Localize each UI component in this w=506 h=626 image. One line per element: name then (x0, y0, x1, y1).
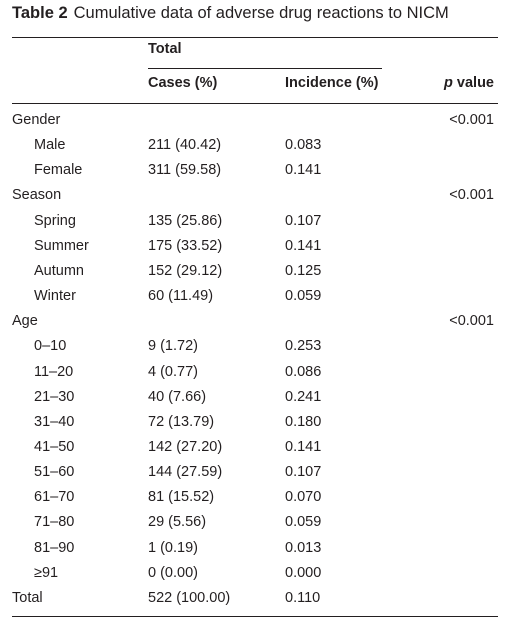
row-label: Winter (34, 288, 76, 305)
row-label: Female (34, 162, 83, 179)
row-label: 71–80 (34, 514, 75, 531)
row-incidence: 0.107 (285, 464, 322, 481)
row-label: Spring (34, 212, 76, 229)
header-incidence: Incidence (%) (285, 75, 379, 91)
row-p-value: <0.001 (449, 112, 494, 128)
row-cases: 0 (0.00) (148, 564, 198, 581)
row-incidence: 0.070 (285, 489, 322, 506)
row-cases: 81 (15.52) (148, 489, 215, 506)
table-row: 31–40 72 (13.79) 0.180 (0, 414, 506, 439)
row-incidence: 0.253 (285, 338, 322, 355)
row-incidence: 0.059 (285, 288, 322, 305)
row-label: ≥91 (34, 564, 59, 581)
row-incidence: 0.125 (285, 262, 322, 279)
row-label: 0–10 (34, 338, 67, 355)
table-row: 81–90 1 (0.19) 0.013 (0, 540, 506, 565)
row-label: Age (12, 313, 38, 330)
row-incidence: 0.083 (285, 137, 322, 154)
row-cases: 522 (100.00) (148, 589, 231, 606)
table-row: Female 311 (59.58) 0.141 (0, 162, 506, 187)
table-row: 61–70 81 (15.52) 0.070 (0, 489, 506, 514)
row-incidence: 0.059 (285, 514, 322, 531)
row-incidence: 0.000 (285, 564, 322, 581)
row-label: 51–60 (34, 464, 75, 481)
row-incidence: 0.107 (285, 212, 322, 229)
row-p-value: <0.001 (449, 313, 494, 330)
table-row: ≥91 0 (0.00) 0.000 (0, 565, 506, 590)
header-p-italic: p (444, 75, 453, 91)
row-label: 41–50 (34, 438, 75, 455)
row-label: 61–70 (34, 489, 75, 506)
row-incidence: 0.141 (285, 237, 322, 254)
row-label: Total (12, 589, 43, 606)
table-caption: Table 2 Cumulative data of adverse drug r… (12, 4, 449, 23)
table-row: Autumn 152 (29.12) 0.125 (0, 263, 506, 288)
row-cases: 40 (7.66) (148, 388, 207, 405)
row-cases: 175 (33.52) (148, 237, 223, 254)
row-label: Gender (12, 112, 61, 128)
row-cases: 60 (11.49) (148, 288, 214, 305)
header-rule (12, 103, 498, 104)
row-label: Season (12, 187, 62, 204)
row-cases: 9 (1.72) (148, 338, 198, 355)
row-label: Autumn (34, 262, 84, 279)
table-row: Gender <0.001 (0, 112, 506, 137)
row-incidence: 0.180 (285, 413, 322, 430)
row-cases: 142 (27.20) (148, 438, 223, 455)
row-incidence: 0.086 (285, 363, 322, 380)
table-row: 41–50 142 (27.20) 0.141 (0, 439, 506, 464)
row-incidence: 0.241 (285, 388, 322, 405)
row-incidence: 0.141 (285, 438, 322, 455)
row-label: 11–20 (34, 363, 74, 380)
table-row: 71–80 29 (5.56) 0.059 (0, 514, 506, 539)
header-p-value: p value (444, 75, 494, 91)
header-p-rest: value (452, 75, 494, 91)
row-cases: 311 (59.58) (148, 162, 222, 179)
top-rule (12, 37, 498, 38)
table-row: Summer 175 (33.52) 0.141 (0, 238, 506, 263)
row-incidence: 0.013 (285, 539, 322, 556)
row-cases: 72 (13.79) (148, 413, 215, 430)
table-row: Male 211 (40.42) 0.083 (0, 137, 506, 162)
table-row: 11–20 4 (0.77) 0.086 (0, 364, 506, 389)
table-row: 0–10 9 (1.72) 0.253 (0, 338, 506, 363)
row-cases: 144 (27.59) (148, 464, 223, 481)
table-row: 21–30 40 (7.66) 0.241 (0, 389, 506, 414)
group-rule (148, 68, 382, 69)
table-row: 51–60 144 (27.59) 0.107 (0, 464, 506, 489)
row-label: 31–40 (34, 413, 75, 430)
row-label: 81–90 (34, 539, 75, 556)
row-p-value: <0.001 (449, 187, 494, 204)
header-group-total: Total (148, 41, 182, 57)
row-label: Summer (34, 237, 89, 254)
row-incidence: 0.110 (285, 589, 321, 606)
row-cases: 152 (29.12) (148, 262, 223, 279)
table-row: Season <0.001 (0, 187, 506, 212)
row-cases: 135 (25.86) (148, 212, 223, 229)
row-cases: 4 (0.77) (148, 363, 198, 380)
row-cases: 29 (5.56) (148, 514, 207, 531)
table-row: Total 522 (100.00) 0.110 (0, 590, 506, 615)
table-number: Table 2 (12, 4, 68, 22)
row-cases: 1 (0.19) (148, 539, 198, 556)
row-incidence: 0.141 (285, 162, 322, 179)
table-row: Age <0.001 (0, 313, 506, 338)
table-row: Winter 60 (11.49) 0.059 (0, 288, 506, 313)
table-title: Cumulative data of adverse drug reaction… (73, 4, 449, 22)
bottom-rule (12, 616, 498, 617)
row-cases: 211 (40.42) (148, 137, 222, 154)
table-row: Spring 135 (25.86) 0.107 (0, 213, 506, 238)
row-label: 21–30 (34, 388, 75, 405)
row-label: Male (34, 137, 66, 154)
header-cases: Cases (%) (148, 75, 218, 91)
